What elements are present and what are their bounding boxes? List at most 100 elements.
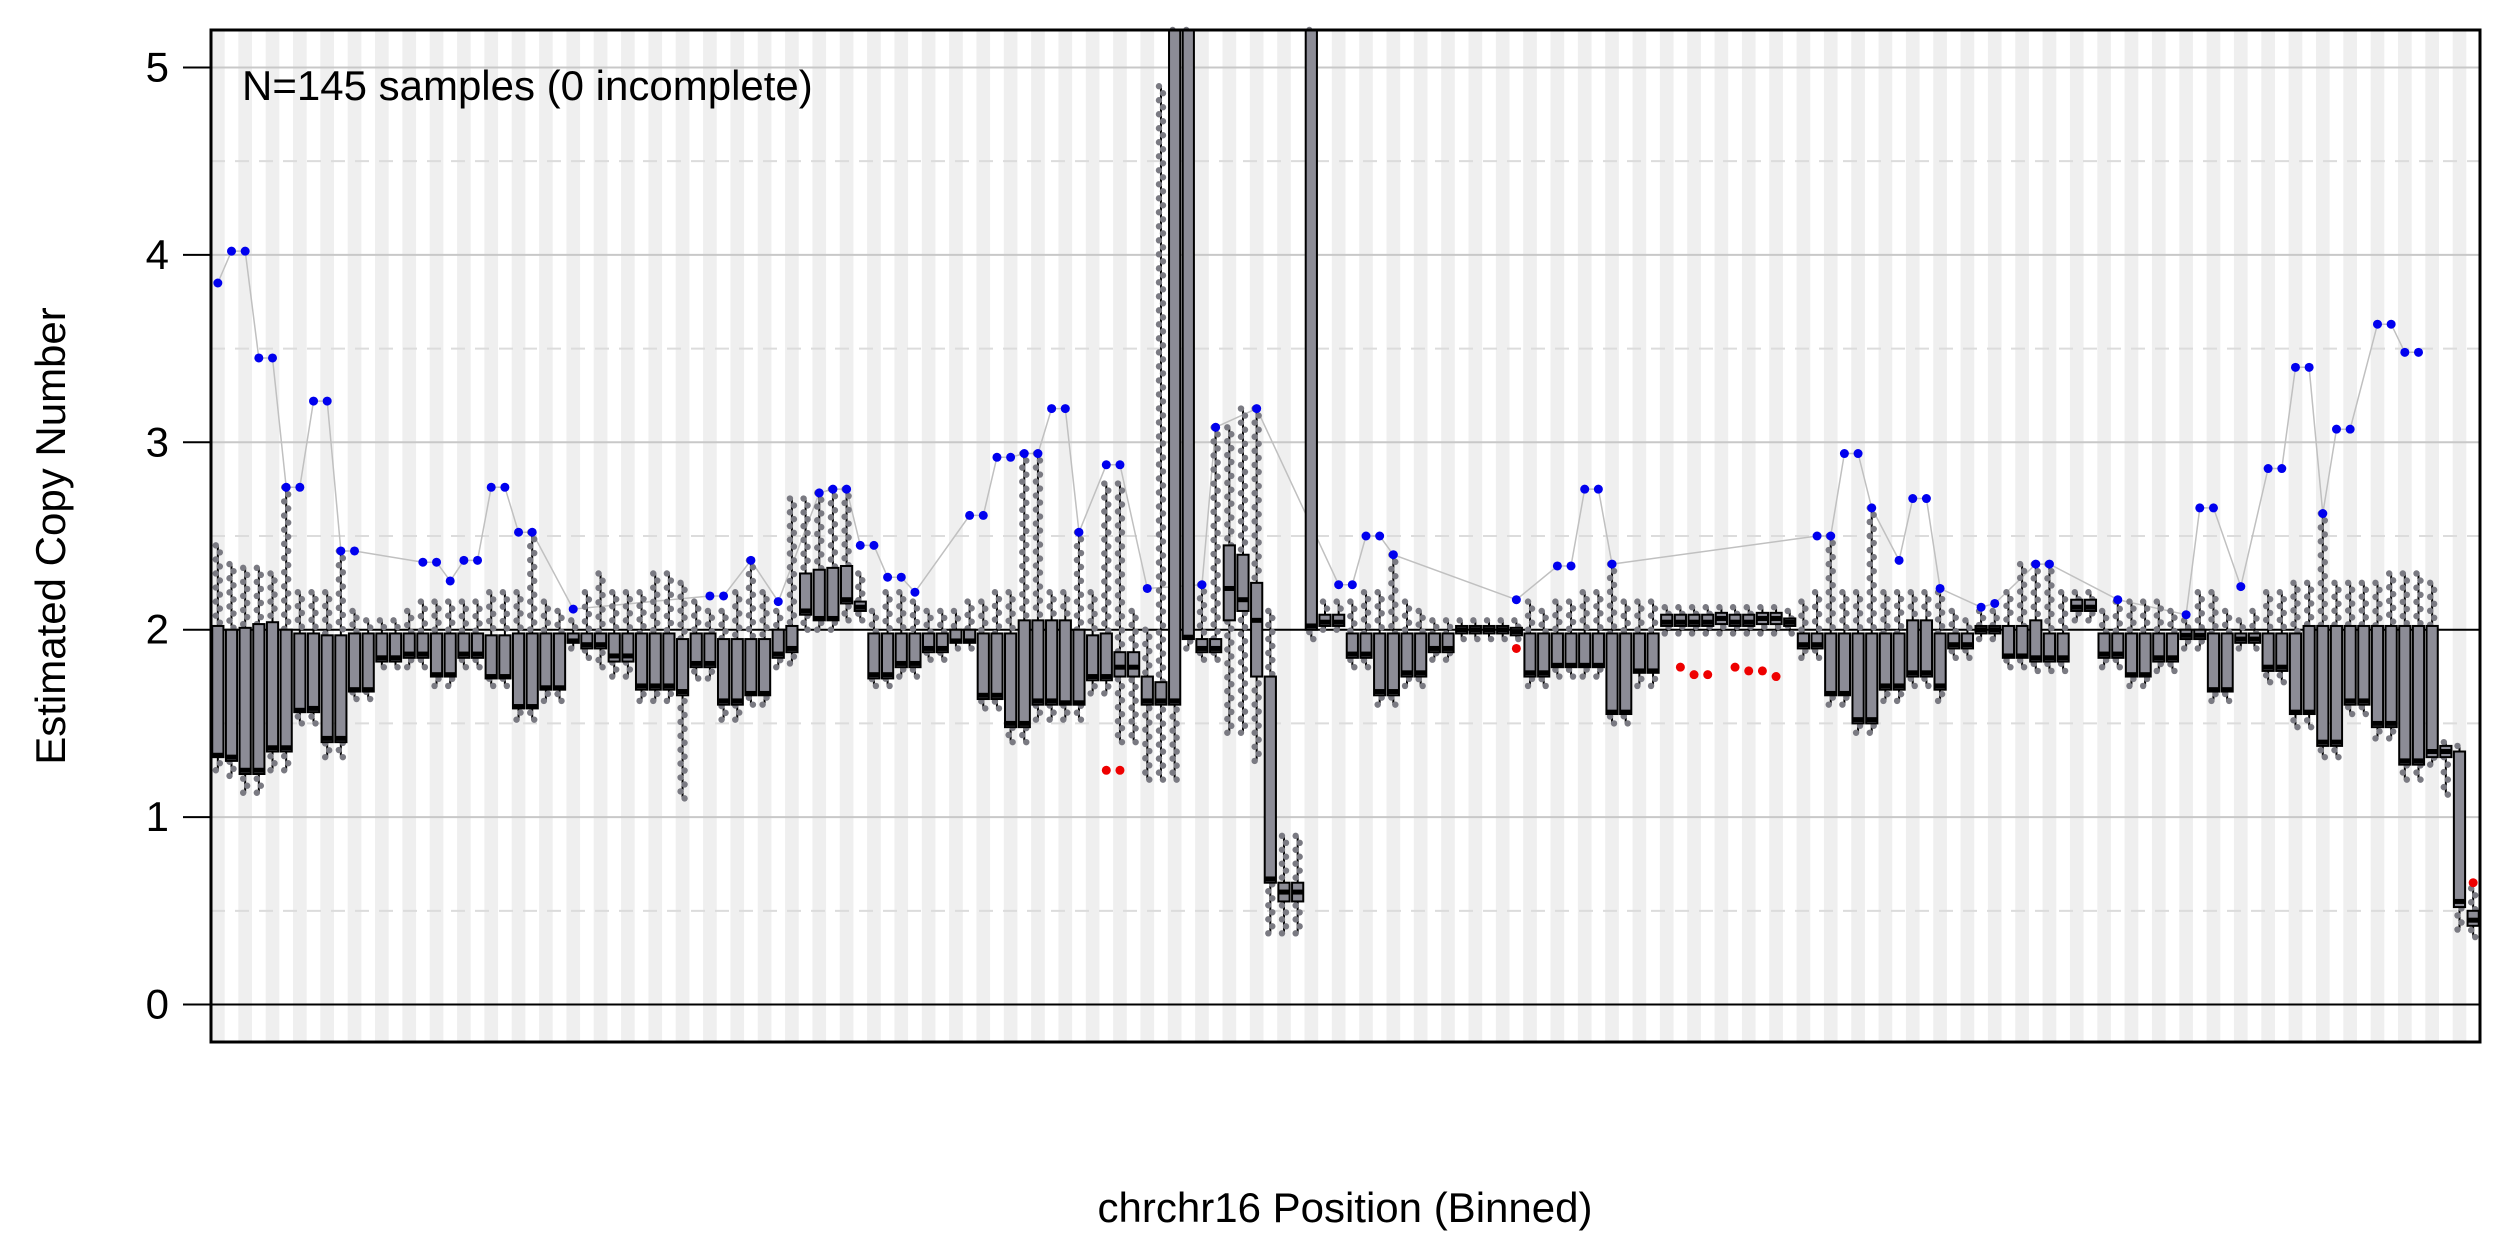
box-bin [293,589,307,727]
sample-point [1073,709,1081,716]
sample-point [1009,596,1016,603]
sample-point [1105,529,1112,536]
sample-point [1228,667,1235,674]
sample-point [503,625,511,632]
box [2015,624,2029,659]
sample-point [2153,626,2160,633]
sample-point [1255,468,1262,476]
sample-point [896,617,903,624]
sample-point [2208,697,2215,705]
sample-point [1132,683,1139,691]
box [1851,632,1865,725]
sample-point [759,701,766,708]
sample-point [636,616,643,623]
sample-point [1378,596,1385,603]
high-copy-marker [1580,484,1590,494]
box-bin [1865,504,1879,736]
bin-band [867,30,881,1042]
sample-point [1866,518,1873,526]
sample-point [1825,546,1832,554]
sample-point [2362,600,2370,607]
sample-point [1142,712,1149,719]
sample-point [1675,604,1682,611]
sample-point [2034,667,2041,675]
high-copy-marker [254,353,264,363]
sample-point [2385,584,2393,591]
sample-point [362,617,370,624]
sample-point [1169,755,1176,762]
sample-point [243,571,251,579]
box [634,632,649,691]
sample-point [1155,713,1163,720]
high-copy-marker [568,604,578,614]
sample-point [1716,604,1723,611]
sample-point [1210,522,1217,530]
sample-point [1146,719,1153,726]
box [2329,624,2344,747]
box [306,632,321,714]
sample-point [1893,589,1901,596]
box-bin [2439,738,2453,798]
sample-point [284,618,292,625]
sample-point [1224,701,1231,709]
sample-point [1843,624,1850,631]
box [1195,638,1209,654]
sample-point [294,616,302,624]
sample-point [280,611,288,618]
sample-point [280,597,288,604]
sample-point [1023,499,1030,507]
sample-point [2020,581,2028,588]
sample-point [325,609,333,617]
high-copy-marker [486,482,496,492]
sample-point [937,607,944,615]
sample-point [1388,580,1395,587]
sample-point [1023,555,1030,563]
sample-point [216,605,224,612]
box [771,628,785,659]
sample-point [417,598,425,605]
sample-point [1843,596,1850,603]
sample-point [991,616,999,623]
sample-point [253,606,261,614]
box-bin [2370,579,2385,742]
sample-point [1925,682,1932,690]
sample-point [1811,603,1819,610]
sample-point [1237,673,1245,680]
box [1427,632,1441,654]
sample-point [1597,610,1604,617]
sample-point [859,590,866,597]
sample-point [790,570,798,578]
sample-point [1155,447,1163,454]
sample-point [1210,494,1217,501]
sample-point [667,690,675,698]
sample-point [1159,706,1167,713]
sample-point [1036,583,1044,590]
box-bin [2329,579,2344,761]
box [675,638,690,697]
sample-point [1155,601,1163,608]
sample-point [335,604,343,612]
box-bin [2042,560,2057,675]
box-bin [2302,579,2316,731]
sample-point [527,626,534,633]
sample-point [335,746,343,754]
sample-point [1456,617,1463,624]
sample-point [1073,542,1081,550]
sample-point [1255,694,1262,701]
sample-point [380,663,388,671]
sample-point [1210,438,1217,445]
box [1947,632,1961,650]
sample-point [2317,538,2325,545]
sample-point [1159,314,1167,321]
sample-point [786,660,794,667]
sample-point [2003,616,2010,623]
sample-point [1101,578,1108,585]
sample-point [1948,621,1955,628]
low-copy-marker [1757,666,1767,676]
sample-point [1825,589,1832,596]
high-copy-marker [213,278,223,288]
sample-point [978,626,985,634]
sample-point [1101,508,1108,515]
high-copy-marker [2181,610,2191,620]
y-tick-label: 5 [146,43,169,90]
